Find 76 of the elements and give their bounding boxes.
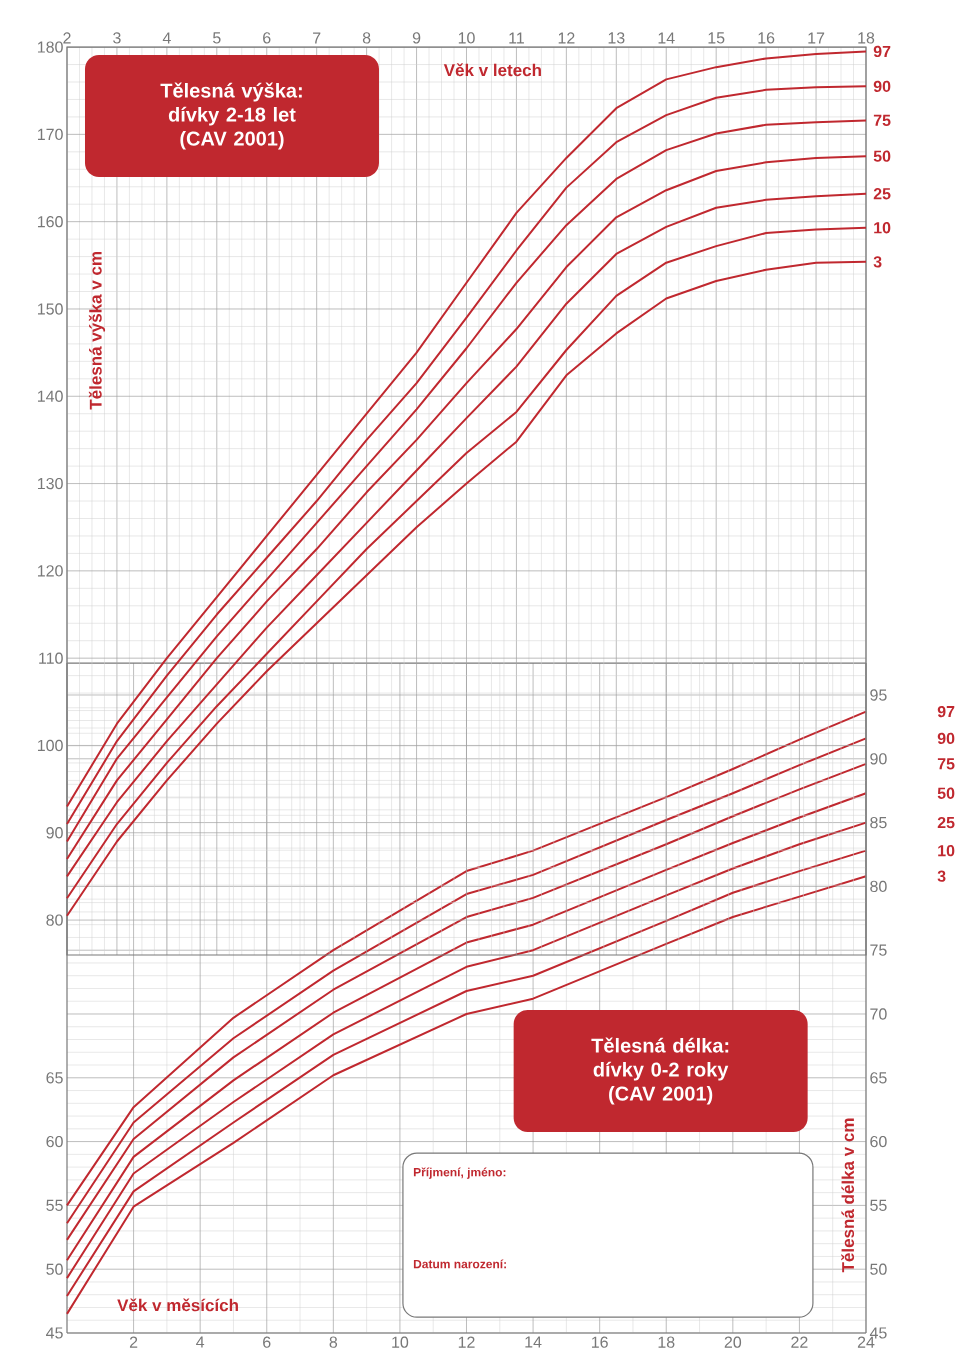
y-tick-label: 180 — [37, 41, 63, 53]
series-label: 97 — [873, 45, 891, 58]
y2-tick-label: 50 — [870, 1263, 887, 1275]
y2-tick-label: 80 — [870, 880, 887, 893]
y-axis-title: Tělesná výška v cm — [88, 252, 106, 410]
x-tick-label: 11 — [509, 32, 524, 44]
x-tick-label: 4 — [162, 32, 171, 44]
x-tick-label: 3 — [113, 32, 121, 44]
series-label: 3 — [873, 256, 882, 268]
y-tick-label: 150 — [37, 303, 63, 315]
y-tick-label: 110 — [39, 652, 63, 664]
y-tick-label: 50 — [46, 1263, 63, 1275]
x-tick-label: 12 — [558, 32, 575, 44]
y2-tick-label: 95 — [870, 689, 887, 701]
x-tick-label: 12 — [458, 1336, 475, 1348]
x-tick-label: 22 — [791, 1336, 808, 1348]
y-tick-label: 160 — [37, 216, 63, 228]
y2-tick-label: 65 — [870, 1072, 887, 1084]
y2-tick-label: 55 — [870, 1199, 887, 1211]
series-label: 75 — [873, 114, 891, 126]
x-tick-label: 13 — [608, 32, 625, 44]
x-tick-label: 6 — [263, 1336, 271, 1348]
x-tick-label: 5 — [213, 32, 221, 44]
y-tick-label: 170 — [37, 128, 63, 141]
text: 75 — [937, 758, 955, 770]
y2-tick-label: 85 — [870, 816, 887, 829]
text: Tělesná délka: dívky 0-2 roky (CAV 2001) — [591, 1037, 729, 1105]
y2-axis-title: Tělesná délka v cm — [841, 1118, 855, 1273]
y-tick-label: 65 — [46, 1072, 63, 1084]
y-tick-label: 140 — [37, 390, 63, 402]
x-tick-label: 4 — [196, 1336, 205, 1348]
y-tick-label: 120 — [37, 565, 63, 577]
y-tick-label: 55 — [46, 1199, 63, 1211]
text: 3 — [937, 870, 946, 882]
series-label: 90 — [873, 80, 891, 93]
y2-tick-label: 75 — [870, 944, 887, 956]
x-tick-label: 16 — [591, 1336, 608, 1348]
x-tick-label: 10 — [392, 1336, 409, 1348]
x-tick-label: 14 — [525, 1336, 542, 1348]
series-label: 10 — [874, 222, 891, 234]
y-tick-label: 130 — [37, 477, 63, 490]
x-tick-label: 17 — [808, 32, 825, 44]
x-tick-label: 6 — [263, 32, 271, 44]
x-tick-label: 7 — [313, 32, 321, 44]
y-tick-label: 45 — [46, 1327, 63, 1339]
series-label: 50 — [873, 150, 891, 162]
text: 90 — [937, 732, 955, 745]
y-tick-label: 60 — [46, 1135, 63, 1148]
y2-tick-label: 60 — [870, 1135, 887, 1148]
x-tick-label: 18 — [658, 1336, 675, 1348]
y-tick-label: 90 — [46, 827, 63, 839]
y2-tick-label: 90 — [870, 753, 887, 765]
y2-tick-label: 70 — [870, 1008, 887, 1020]
x-tick-label: 8 — [362, 32, 371, 44]
x-tick-label: 14 — [658, 32, 675, 44]
x-tick-label: 8 — [329, 1336, 338, 1348]
y-tick-label: 80 — [46, 914, 63, 926]
text: 10 — [938, 845, 955, 857]
x-tick-label: 2 — [129, 1336, 138, 1348]
x-tick-label: 20 — [724, 1336, 742, 1348]
x-axis-title: Věk v letech — [443, 63, 541, 77]
y-tick-label: 100 — [37, 739, 63, 752]
x-axis-title: Věk v měsících — [117, 1298, 238, 1312]
annotation: Příjmení, jméno: — [413, 1167, 506, 1179]
x-tick-label: 2 — [63, 32, 71, 44]
annotation: Datum narození: — [413, 1259, 506, 1269]
x-tick-label: 16 — [758, 32, 775, 44]
text: 50 — [937, 787, 955, 799]
series-label: 25 — [873, 188, 891, 200]
text: 97 — [937, 705, 955, 718]
x-tick-label: 18 — [858, 32, 875, 44]
x-tick-label: 15 — [708, 32, 725, 44]
x-tick-label: 10 — [458, 32, 475, 44]
text: 25 — [937, 816, 955, 829]
text: Tělesná výška: dívky 2-18 let (CAV 2001) — [160, 82, 302, 150]
x-tick-label: 9 — [412, 32, 421, 44]
